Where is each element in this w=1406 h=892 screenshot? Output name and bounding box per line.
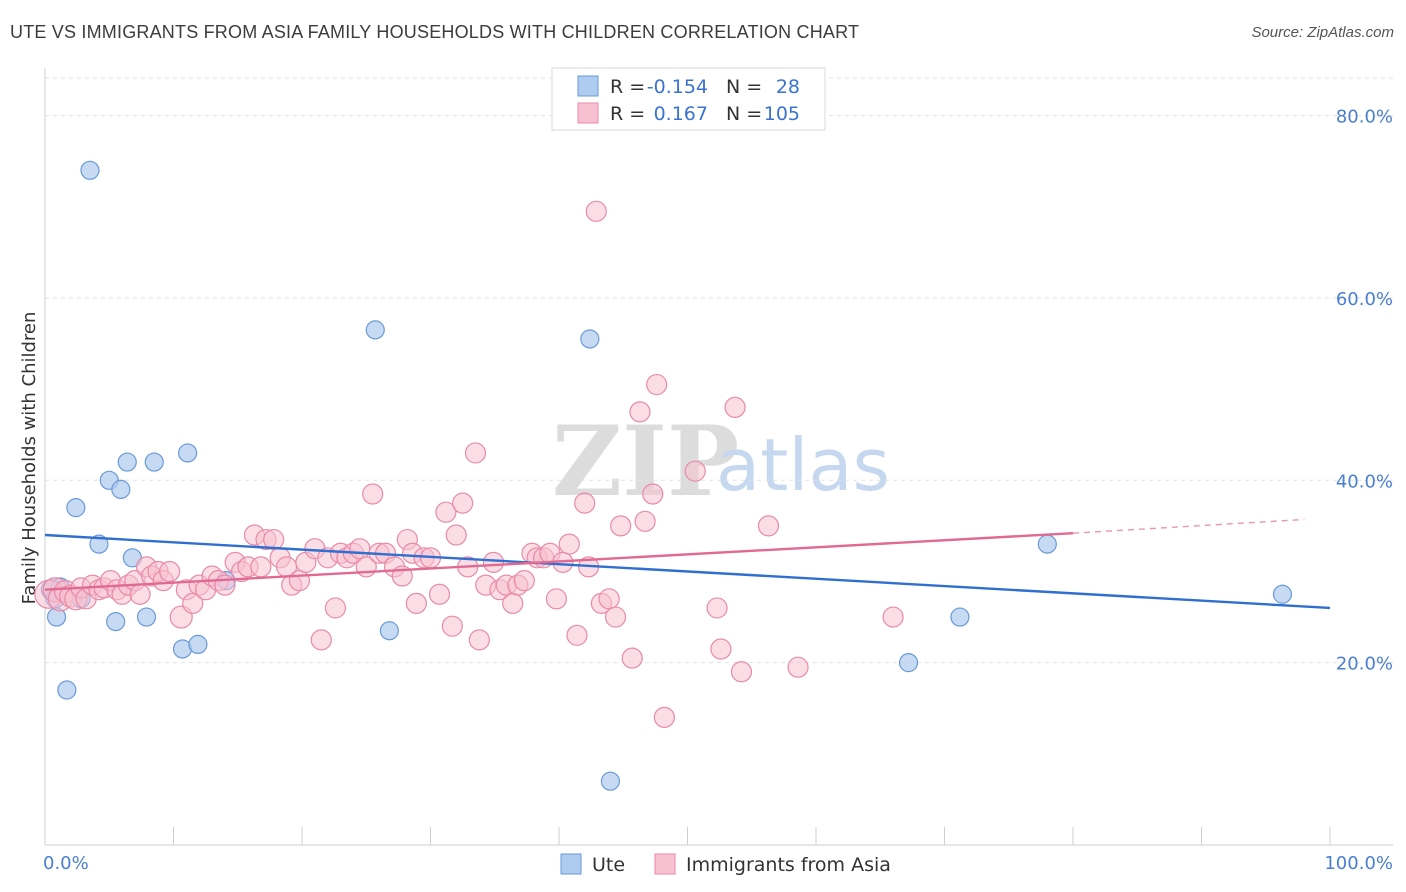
y-tick-labels: 20.0% 40.0% 60.0% 80.0% bbox=[1336, 107, 1393, 675]
point-ute-23 bbox=[600, 771, 621, 791]
point-asia-70 bbox=[482, 551, 505, 573]
point-asia-67 bbox=[464, 442, 487, 464]
point-asia-101 bbox=[730, 661, 753, 683]
y-tick-label-40: 40.0% bbox=[1336, 471, 1393, 492]
trend-lines bbox=[44, 518, 1331, 610]
y-axis-label: Family Households with Children bbox=[19, 312, 40, 605]
point-asia-68 bbox=[468, 629, 490, 651]
x-tick-labels: 0.0% 100.0% bbox=[43, 853, 1393, 874]
point-asia-84 bbox=[574, 492, 596, 514]
point-ute-17 bbox=[178, 443, 198, 463]
point-asia-97 bbox=[684, 460, 706, 482]
point-asia-45 bbox=[324, 597, 347, 619]
point-asia-63 bbox=[441, 615, 463, 637]
bottom-legend-label-ute: Ute bbox=[592, 854, 625, 876]
correlation-legend: R = -0.154 N = 28 R = 0.167 N = 105 bbox=[551, 67, 826, 131]
series-legend: Ute Immigrants from Asia bbox=[560, 853, 891, 876]
point-asia-73 bbox=[502, 592, 524, 614]
y-tick-label-20: 20.0% bbox=[1336, 654, 1393, 675]
point-ute-26 bbox=[1037, 534, 1057, 554]
point-asia-104 bbox=[882, 606, 904, 628]
point-asia-29 bbox=[214, 574, 236, 596]
point-asia-34 bbox=[250, 556, 272, 578]
point-asia-83 bbox=[566, 624, 588, 646]
point-ute-24 bbox=[898, 653, 919, 673]
point-ute-18 bbox=[188, 634, 208, 655]
point-ute-8 bbox=[89, 534, 109, 554]
point-asia-89 bbox=[604, 606, 627, 628]
point-ute-0 bbox=[80, 160, 100, 180]
point-asia-94 bbox=[642, 483, 664, 505]
x-tick-label-min: 0.0% bbox=[43, 853, 89, 874]
point-asia-16 bbox=[129, 583, 151, 605]
point-ute-20 bbox=[365, 320, 385, 340]
legend-n-value-asia: 105 bbox=[764, 103, 800, 125]
x-tick-label-max: 100.0% bbox=[1324, 853, 1393, 874]
trend-line-asia-extension bbox=[1072, 518, 1305, 534]
point-asia-58 bbox=[405, 592, 427, 614]
bottom-legend-swatch-ute bbox=[560, 853, 582, 875]
point-asia-64 bbox=[445, 524, 467, 546]
legend-r-value-asia: 0.167 bbox=[654, 103, 708, 125]
legend-r-label-asia: R = bbox=[610, 103, 645, 125]
point-ute-5 bbox=[57, 680, 77, 700]
point-asia-65 bbox=[452, 492, 474, 514]
point-asia-49 bbox=[349, 538, 371, 560]
legend-n-label-ute: N = bbox=[726, 76, 762, 98]
y-tick-label-80: 80.0% bbox=[1336, 107, 1393, 128]
watermark: ZIP atlas bbox=[552, 405, 890, 518]
y-tick-label-60: 60.0% bbox=[1336, 289, 1393, 310]
source-credit: Source: ZipAtlas.com bbox=[1251, 24, 1394, 41]
point-asia-82 bbox=[558, 533, 580, 555]
legend-r-value-ute: -0.154 bbox=[647, 76, 708, 98]
point-asia-96 bbox=[653, 706, 675, 728]
legend-n-value-ute: 28 bbox=[776, 76, 800, 98]
point-ute-22 bbox=[580, 329, 600, 349]
point-asia-21 bbox=[159, 560, 181, 583]
point-asia-80 bbox=[545, 588, 568, 610]
legend-swatch-asia bbox=[577, 102, 599, 124]
point-ute-27 bbox=[1272, 584, 1293, 604]
point-asia-86 bbox=[585, 200, 607, 222]
point-asia-102 bbox=[757, 515, 780, 537]
point-asia-61 bbox=[428, 583, 451, 605]
chart-title: UTE VS IMMIGRANTS FROM ASIA FAMILY HOUSE… bbox=[10, 22, 860, 42]
bottom-legend-label-asia: Immigrants from Asia bbox=[686, 854, 891, 876]
point-asia-88 bbox=[598, 588, 620, 610]
point-asia-40 bbox=[288, 569, 311, 592]
trend-line-ute bbox=[44, 533, 1331, 610]
point-ute-10 bbox=[106, 612, 126, 632]
point-ute-6 bbox=[66, 498, 86, 518]
point-asia-99 bbox=[710, 638, 732, 660]
point-asia-51 bbox=[362, 483, 384, 505]
point-ute-11 bbox=[111, 479, 131, 500]
point-ute-14 bbox=[136, 607, 157, 627]
point-ute-12 bbox=[117, 452, 137, 472]
point-ute-15 bbox=[144, 452, 164, 472]
point-asia-62 bbox=[435, 501, 457, 523]
legend-swatch-ute bbox=[577, 75, 599, 97]
point-asia-90 bbox=[610, 515, 632, 537]
point-asia-103 bbox=[787, 656, 809, 678]
legend-r-label-ute: R = bbox=[610, 76, 645, 98]
point-asia-93 bbox=[634, 510, 656, 532]
point-ute-25 bbox=[950, 607, 970, 627]
watermark-atlas: atlas bbox=[716, 423, 890, 507]
point-asia-100 bbox=[724, 396, 746, 418]
legend-n-label-asia: N = bbox=[726, 103, 762, 125]
point-asia-92 bbox=[629, 401, 651, 423]
axes bbox=[44, 68, 1393, 846]
point-asia-43 bbox=[310, 629, 332, 651]
trend-line-asia bbox=[44, 531, 1074, 591]
point-ute-21 bbox=[379, 621, 399, 641]
point-asia-75 bbox=[513, 569, 535, 592]
bottom-legend-swatch-asia bbox=[654, 853, 676, 875]
point-asia-95 bbox=[646, 373, 668, 396]
point-asia-98 bbox=[706, 597, 728, 619]
point-asia-91 bbox=[621, 647, 643, 669]
